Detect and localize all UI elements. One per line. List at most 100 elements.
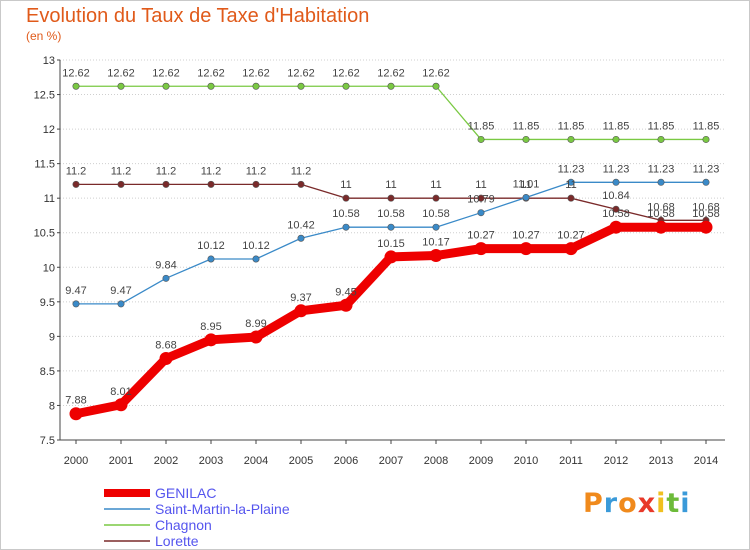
x-tick-label: 2004 bbox=[244, 455, 268, 467]
y-tick-label: 7.5 bbox=[40, 435, 55, 447]
chart-title: Evolution du Taux de Taxe d'Habitation bbox=[26, 5, 370, 27]
data-label: 9.84 bbox=[155, 259, 176, 271]
data-label: 12.62 bbox=[152, 67, 180, 79]
data-label: 10.68 bbox=[692, 201, 720, 213]
legend-label: Lorette bbox=[155, 533, 199, 549]
data-label: 11.23 bbox=[603, 163, 630, 175]
data-label: 10.27 bbox=[467, 230, 495, 242]
data-label: 11.2 bbox=[156, 165, 177, 177]
data-label: 12.62 bbox=[332, 67, 360, 79]
y-tick-label: 8.5 bbox=[40, 366, 55, 378]
data-point bbox=[207, 82, 215, 90]
data-point bbox=[342, 82, 350, 90]
data-point bbox=[252, 255, 260, 263]
y-tick-label: 12 bbox=[43, 124, 55, 136]
data-label: 11.2 bbox=[111, 165, 132, 177]
data-label: 11.2 bbox=[201, 165, 222, 177]
data-point bbox=[477, 209, 485, 217]
data-point bbox=[72, 180, 80, 188]
data-point bbox=[657, 135, 665, 143]
x-tick-label: 2000 bbox=[64, 455, 88, 467]
x-tick-label: 2003 bbox=[199, 455, 223, 467]
data-label: 7.88 bbox=[65, 395, 86, 407]
data-label: 10.58 bbox=[692, 208, 720, 220]
data-point bbox=[567, 135, 575, 143]
data-label: 11 bbox=[430, 179, 441, 191]
data-label: 11.2 bbox=[246, 165, 267, 177]
data-point bbox=[567, 178, 575, 186]
y-tick-label: 9.5 bbox=[40, 297, 55, 309]
data-label: 12.62 bbox=[197, 67, 225, 79]
x-tick-label: 2011 bbox=[559, 455, 583, 467]
data-point bbox=[522, 193, 530, 201]
data-point bbox=[249, 330, 263, 344]
data-point bbox=[342, 223, 350, 231]
data-label: 8.68 bbox=[155, 339, 176, 351]
data-point bbox=[657, 178, 665, 186]
data-point bbox=[612, 135, 620, 143]
x-tick-label: 2007 bbox=[379, 455, 403, 467]
y-tick-label: 9 bbox=[49, 331, 55, 343]
data-label: 10.58 bbox=[377, 208, 405, 220]
data-label: 11.85 bbox=[648, 120, 675, 132]
data-point bbox=[72, 300, 80, 308]
data-point bbox=[72, 82, 80, 90]
logo-letter: t bbox=[666, 488, 681, 519]
data-label: 8.01 bbox=[110, 386, 131, 398]
data-point bbox=[207, 255, 215, 263]
data-label: 11.85 bbox=[693, 120, 720, 132]
data-label: 12.62 bbox=[107, 67, 135, 79]
x-tick-label: 2013 bbox=[649, 455, 673, 467]
x-tick-label: 2001 bbox=[109, 455, 133, 467]
data-point bbox=[114, 398, 128, 412]
x-tick-label: 2006 bbox=[334, 455, 358, 467]
logo-letter: P bbox=[583, 488, 604, 519]
data-point bbox=[477, 135, 485, 143]
data-point bbox=[477, 194, 485, 202]
data-label: 11.85 bbox=[468, 120, 495, 132]
data-label: 10.58 bbox=[332, 208, 360, 220]
data-label: 10.15 bbox=[377, 238, 405, 250]
y-tick-label: 11.5 bbox=[34, 159, 55, 171]
logo-letter: i bbox=[656, 488, 667, 519]
data-label: 11 bbox=[340, 179, 351, 191]
y-tick-label: 11 bbox=[44, 193, 55, 205]
data-point bbox=[294, 304, 308, 318]
data-label: 10.12 bbox=[242, 240, 270, 252]
data-label: 10.68 bbox=[647, 201, 675, 213]
data-point bbox=[387, 223, 395, 231]
data-label: 9.37 bbox=[290, 292, 311, 304]
data-label: 10.58 bbox=[602, 208, 630, 220]
data-label: 12.62 bbox=[242, 67, 270, 79]
data-label: 11 bbox=[520, 179, 531, 191]
data-label: 11.23 bbox=[558, 163, 585, 175]
y-tick-label: 8 bbox=[49, 400, 55, 412]
data-point bbox=[387, 82, 395, 90]
data-point bbox=[69, 407, 83, 421]
data-point bbox=[117, 180, 125, 188]
data-point bbox=[474, 242, 488, 256]
x-tick-label: 2014 bbox=[694, 455, 718, 467]
data-label: 12.62 bbox=[62, 67, 90, 79]
data-label: 10.84 bbox=[602, 190, 630, 202]
data-point bbox=[522, 135, 530, 143]
x-tick-label: 2002 bbox=[154, 455, 178, 467]
data-point bbox=[297, 180, 305, 188]
y-tick-label: 10.5 bbox=[34, 228, 55, 240]
data-point bbox=[162, 180, 170, 188]
data-label: 10.27 bbox=[512, 230, 540, 242]
data-point bbox=[339, 298, 353, 312]
x-tick-label: 2010 bbox=[514, 455, 538, 467]
data-point bbox=[699, 220, 713, 234]
chart-subtitle: (en %) bbox=[26, 29, 62, 43]
data-point bbox=[702, 135, 710, 143]
logo-letter: x bbox=[637, 488, 657, 519]
data-label: 11.85 bbox=[513, 120, 540, 132]
data-point bbox=[297, 82, 305, 90]
data-point bbox=[252, 82, 260, 90]
legend-label: GENILAC bbox=[155, 485, 216, 501]
data-label: 10.58 bbox=[647, 208, 675, 220]
data-point bbox=[432, 223, 440, 231]
y-tick-label: 13 bbox=[43, 55, 55, 67]
